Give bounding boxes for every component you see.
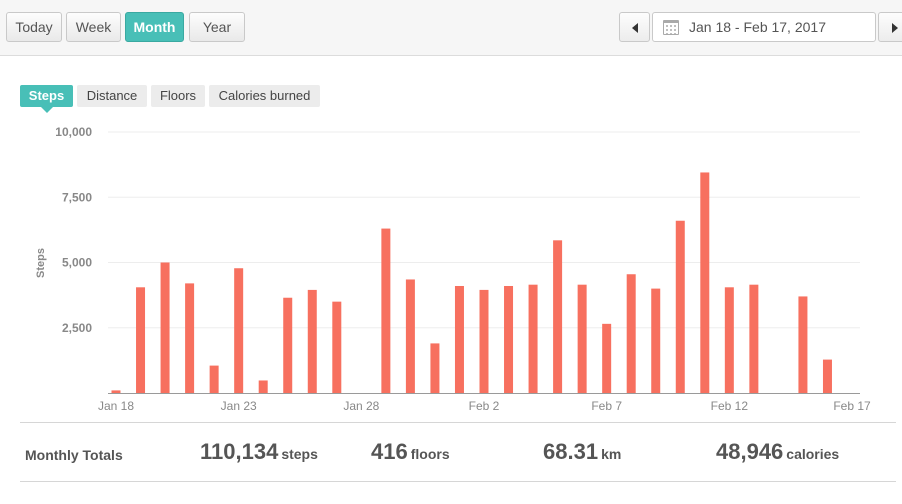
x-tick-label: Feb 7: [591, 399, 622, 413]
total-distance-value: 68.31: [543, 439, 599, 464]
total-distance-unit: km: [601, 446, 622, 462]
x-tick-label: Jan 18: [98, 399, 134, 413]
bar: [749, 284, 759, 393]
bar: [111, 390, 121, 393]
bar: [405, 279, 415, 393]
bar: [675, 220, 685, 393]
y-tick-label: 7,500: [62, 190, 92, 204]
bar: [504, 285, 514, 393]
active-tab-pointer: [41, 107, 53, 113]
bar: [332, 301, 342, 393]
bar: [209, 365, 219, 393]
tab-steps[interactable]: Steps: [20, 85, 73, 107]
bar: [528, 284, 538, 393]
total-distance: 68.31 km: [543, 439, 621, 465]
bar: [577, 284, 587, 393]
range-button-today[interactable]: Today: [6, 12, 62, 42]
bar: [307, 289, 317, 393]
bar: [651, 288, 661, 393]
bar: [724, 287, 734, 393]
total-steps-unit: steps: [281, 446, 318, 462]
y-tick-label: 10,000: [55, 125, 92, 139]
bar: [136, 287, 146, 393]
monthly-totals: Monthly Totals 110,134 steps 416 floors 68…: [20, 422, 896, 482]
bar: [798, 296, 808, 393]
bar: [626, 274, 636, 393]
date-range-picker[interactable]: Jan 18 - Feb 17, 2017: [652, 12, 876, 42]
total-calories-unit: calories: [786, 446, 840, 462]
tab-calories-burned[interactable]: Calories burned: [209, 85, 320, 107]
totals-label: Monthly Totals: [25, 447, 123, 463]
bar: [479, 289, 489, 393]
y-tick-label: 2,500: [62, 321, 92, 335]
y-tick-label: 5,000: [62, 256, 92, 270]
bar: [258, 380, 268, 393]
total-floors-value: 416: [371, 439, 408, 464]
date-range-text: Jan 18 - Feb 17, 2017: [689, 19, 826, 35]
x-tick-label: Feb 2: [469, 399, 500, 413]
bar: [234, 268, 244, 393]
range-button-week[interactable]: Week: [66, 12, 121, 42]
top-toolbar: Today Week Month Year Jan 18 - Feb 17, 2…: [0, 0, 902, 56]
total-floors: 416 floors: [371, 439, 450, 465]
bar: [160, 262, 170, 393]
x-tick-label: Feb 12: [711, 399, 749, 413]
bar: [700, 172, 710, 393]
x-tick-label: Jan 23: [221, 399, 257, 413]
total-floors-unit: floors: [410, 446, 450, 462]
next-period-button[interactable]: [878, 12, 902, 42]
total-calories-value: 48,946: [716, 439, 784, 464]
tab-distance[interactable]: Distance: [77, 85, 147, 107]
bar: [602, 323, 612, 393]
previous-period-button[interactable]: [619, 12, 650, 42]
bar: [185, 283, 195, 393]
total-calories: 48,946 calories: [716, 439, 839, 465]
range-button-year[interactable]: Year: [189, 12, 245, 42]
x-tick-label: Feb 17: [833, 399, 871, 413]
chevron-right-icon: [892, 23, 898, 33]
total-steps-value: 110,134: [200, 439, 279, 464]
tab-floors[interactable]: Floors: [151, 85, 205, 107]
bar: [553, 240, 563, 393]
bar: [822, 359, 832, 393]
calendar-icon: [663, 20, 679, 35]
bar: [283, 297, 293, 393]
chevron-left-icon: [632, 23, 638, 33]
range-button-month[interactable]: Month: [125, 12, 184, 42]
y-axis-label: Steps: [35, 248, 47, 278]
total-steps: 110,134 steps: [200, 439, 318, 465]
bar: [454, 285, 464, 393]
steps-bar-chart: 2,500 5,000 7,500 10,000 Steps Jan 18 Jan 23 Ja…: [35, 125, 871, 413]
bar: [430, 343, 440, 393]
x-tick-label: Jan 28: [343, 399, 379, 413]
bar: [381, 228, 391, 393]
